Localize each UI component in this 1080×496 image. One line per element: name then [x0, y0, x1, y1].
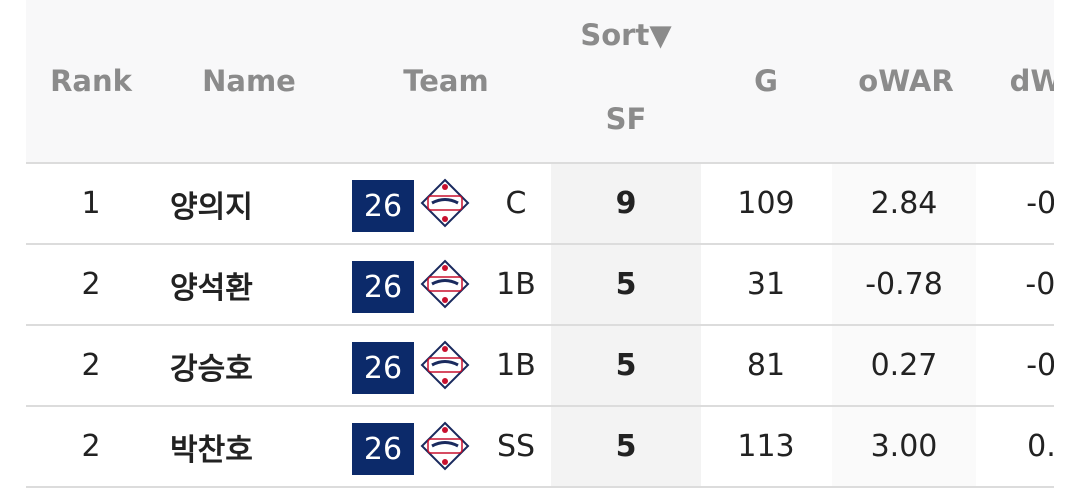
player-name[interactable]: 양의지 [170, 189, 253, 225]
owar-cell: -0.78 [865, 267, 943, 302]
sf-cell: 5 [615, 348, 637, 383]
position-cell: 1B [496, 267, 536, 302]
owar-cell: 3.00 [870, 429, 938, 464]
bears-team-logo-icon [420, 340, 470, 390]
sf-cell: 5 [615, 429, 637, 464]
position-cell: 1B [496, 348, 536, 383]
header-sf-sorted[interactable]: Sort▼ SF [551, 0, 701, 162]
rank-cell: 2 [81, 429, 101, 464]
owar-column-shade [832, 326, 976, 405]
sort-indicator: Sort▼ [580, 18, 672, 52]
position-cell: SS [496, 429, 536, 464]
g-cell: 81 [746, 348, 786, 383]
header-team[interactable]: Team [403, 64, 489, 98]
position-cell: C [505, 186, 527, 221]
team-number-badge: 26 [352, 261, 414, 313]
owar-column-shade [832, 407, 976, 486]
table-row[interactable]: 2 강승호 26 1B 5 81 0.27 -0.: [26, 326, 1054, 407]
sf-cell: 5 [615, 267, 637, 302]
sf-column-shade [551, 326, 701, 405]
player-name[interactable]: 강승호 [170, 351, 253, 387]
team-number-badge: 26 [352, 180, 414, 232]
player-name[interactable]: 양석환 [170, 270, 253, 306]
owar-column-shade [832, 245, 976, 324]
dwar-cell: -0.: [1026, 348, 1054, 383]
table-row[interactable]: 2 양석환 26 1B 5 31 -0.78 -0.( [26, 245, 1054, 326]
owar-cell: 0.27 [870, 348, 938, 383]
table-row[interactable]: 2 박찬호 26 SS 5 113 3.00 0.3 [26, 407, 1054, 488]
bears-team-logo-icon [420, 178, 470, 228]
g-cell: 113 [737, 429, 795, 464]
table-body: 1 양의지 26 C 9 109 2.84 -0.: 2 양석환 26 [26, 164, 1054, 488]
rank-cell: 2 [81, 348, 101, 383]
sf-column-shade [551, 164, 701, 243]
rank-cell: 2 [81, 267, 101, 302]
team-number-badge: 26 [352, 423, 414, 475]
header-dwar[interactable]: dW [1009, 64, 1054, 98]
dwar-cell: -0.( [1025, 267, 1054, 302]
owar-column-shade [832, 164, 976, 243]
dwar-cell: 0.3 [1027, 429, 1054, 464]
sf-cell: 9 [615, 186, 637, 221]
header-sf: SF [605, 102, 647, 136]
header-g[interactable]: G [754, 64, 778, 98]
bears-team-logo-icon [420, 259, 470, 309]
g-cell: 109 [737, 186, 795, 221]
sf-column-shade [551, 245, 701, 324]
team-number-badge: 26 [352, 342, 414, 394]
g-cell: 31 [746, 267, 786, 302]
dwar-cell: -0.: [1026, 186, 1054, 221]
table-row[interactable]: 1 양의지 26 C 9 109 2.84 -0.: [26, 164, 1054, 245]
header-rank[interactable]: Rank [50, 64, 132, 98]
owar-cell: 2.84 [870, 186, 938, 221]
sf-column-shade [551, 407, 701, 486]
bears-team-logo-icon [420, 421, 470, 471]
header-owar[interactable]: oWAR [858, 64, 954, 98]
table-header: Rank Name Team Sort▼ SF G oWAR dW [26, 0, 1054, 164]
stats-table: Rank Name Team Sort▼ SF G oWAR dW 1 양의지 … [26, 0, 1054, 496]
player-name[interactable]: 박찬호 [170, 432, 253, 468]
header-name[interactable]: Name [202, 64, 296, 98]
rank-cell: 1 [81, 186, 101, 221]
